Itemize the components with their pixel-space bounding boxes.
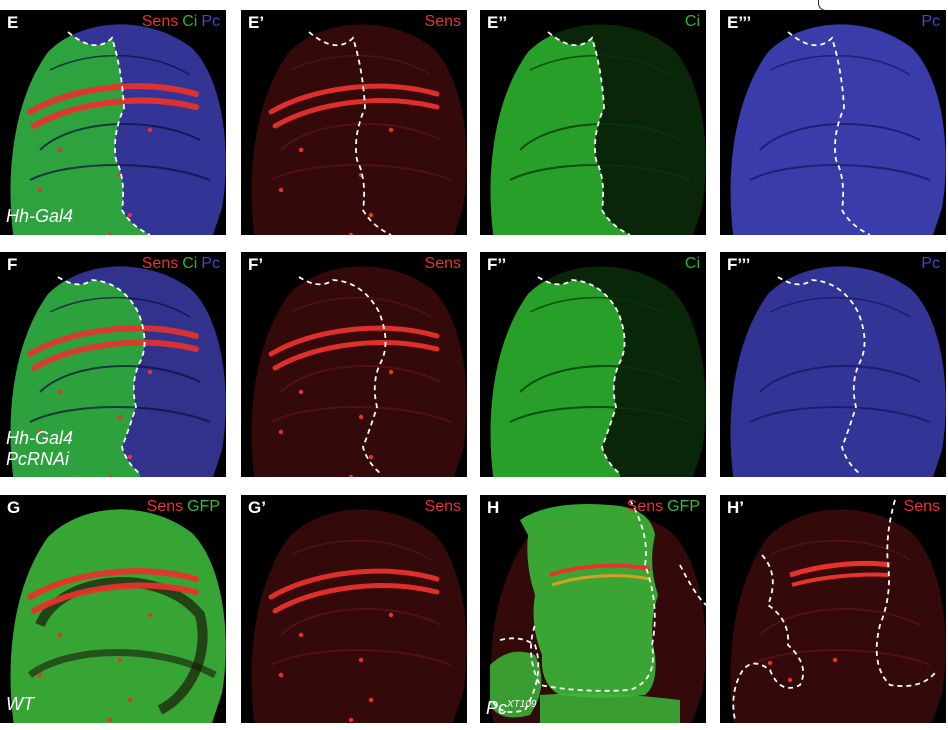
channel-name-sens: Sens	[141, 13, 179, 30]
channel-legend: Pc	[917, 13, 940, 31]
channel-legend: Sens GFP	[623, 498, 700, 516]
channel-legend: Sens	[900, 498, 940, 516]
genotype-label-f-line1: Hh-Gal4	[6, 428, 74, 448]
microscopy-image	[490, 24, 706, 235]
channel-name-pc: Pc	[201, 255, 220, 272]
genotype-label-f: Hh-Gal4 PcRNAi	[6, 428, 73, 470]
channel-name-sens: Sens	[146, 498, 184, 515]
channel-name-pc: Pc	[921, 13, 940, 30]
panel-f: F Sens Ci Pc	[0, 252, 226, 477]
panel-label: H	[487, 498, 500, 517]
microscopy-image	[10, 509, 226, 723]
microscopy-image	[251, 266, 467, 477]
microscopy-image	[10, 266, 226, 477]
channel-legend: Sens Ci Pc	[138, 13, 220, 31]
panel-label: E’’’	[727, 13, 752, 32]
panel-label: E’’	[487, 13, 508, 32]
microscopy-image	[730, 499, 946, 723]
channel-name-pc: Pc	[921, 255, 940, 272]
channel-name-pc: Pc	[201, 13, 220, 30]
panel-h: H Sens GFP	[480, 495, 706, 723]
channel-legend: Pc	[917, 255, 940, 273]
channel-name-sens: Sens	[424, 255, 461, 272]
microscopy-image	[490, 266, 706, 477]
channel-legend: Sens Ci Pc	[138, 255, 220, 273]
channel-name-gfp: GFP	[187, 498, 220, 515]
panel-label: G’	[248, 498, 266, 517]
genotype-label-h: PcXT109	[486, 694, 536, 719]
panel-label: H’	[727, 498, 744, 517]
microscopy-image	[730, 266, 946, 477]
panel-e-triple-prime: E’’’ Pc	[720, 10, 946, 235]
channel-legend: Sens	[421, 255, 461, 273]
panel-f-double-prime: F’’ Ci	[480, 252, 706, 477]
panel-label: F	[7, 255, 18, 274]
panel-e: E Sens Ci Pc	[0, 10, 226, 235]
microscopy-image	[730, 24, 946, 235]
channel-name-sens: Sens	[626, 498, 664, 515]
microscopy-image	[251, 509, 467, 723]
channel-legend: Sens GFP	[143, 498, 220, 516]
genotype-label-e: Hh-Gal4	[6, 206, 74, 226]
panel-g-prime: G’ Sens	[241, 495, 467, 723]
channel-name-sens: Sens	[424, 13, 461, 30]
channel-name-gfp: GFP	[667, 498, 700, 515]
channel-name-ci: Ci	[182, 13, 198, 30]
panel-f-triple-prime: F’’’ Pc	[720, 252, 946, 477]
panel-h-prime: H’ Sens	[720, 495, 946, 723]
microscopy-image	[10, 24, 226, 235]
genotype-label-f-line2: PcRNAi	[6, 449, 70, 469]
genotype-label-g: WT	[6, 694, 34, 714]
genotype-label-h-base: Pc	[486, 698, 508, 718]
channel-name-ci: Ci	[684, 13, 700, 30]
channel-name-ci: Ci	[182, 255, 198, 272]
channel-legend: Sens	[421, 13, 461, 31]
channel-name-sens: Sens	[424, 498, 461, 515]
panel-label: F’	[248, 255, 264, 274]
channel-legend: Sens	[421, 498, 461, 516]
panel-label: E	[7, 13, 19, 32]
panel-label: G	[7, 498, 21, 517]
microscopy-image	[251, 24, 467, 235]
panel-label: E’	[248, 13, 265, 32]
channel-name-ci: Ci	[684, 255, 700, 272]
panel-f-prime: F’ Sens	[241, 252, 467, 477]
panel-label: F’’’	[727, 255, 751, 274]
channel-name-sens: Sens	[141, 255, 179, 272]
panel-e-double-prime: E’’ Ci	[480, 10, 706, 235]
panel-label: F’’	[487, 255, 507, 274]
microscopy-image	[490, 499, 706, 723]
channel-legend: Ci	[681, 13, 700, 31]
channel-name-sens: Sens	[903, 498, 940, 515]
panel-e-prime: E’ Sens	[241, 10, 467, 235]
panel-g: G Sens GFP	[0, 495, 226, 723]
channel-legend: Ci	[681, 255, 700, 273]
genotype-label-h-superscript: XT109	[507, 699, 537, 710]
